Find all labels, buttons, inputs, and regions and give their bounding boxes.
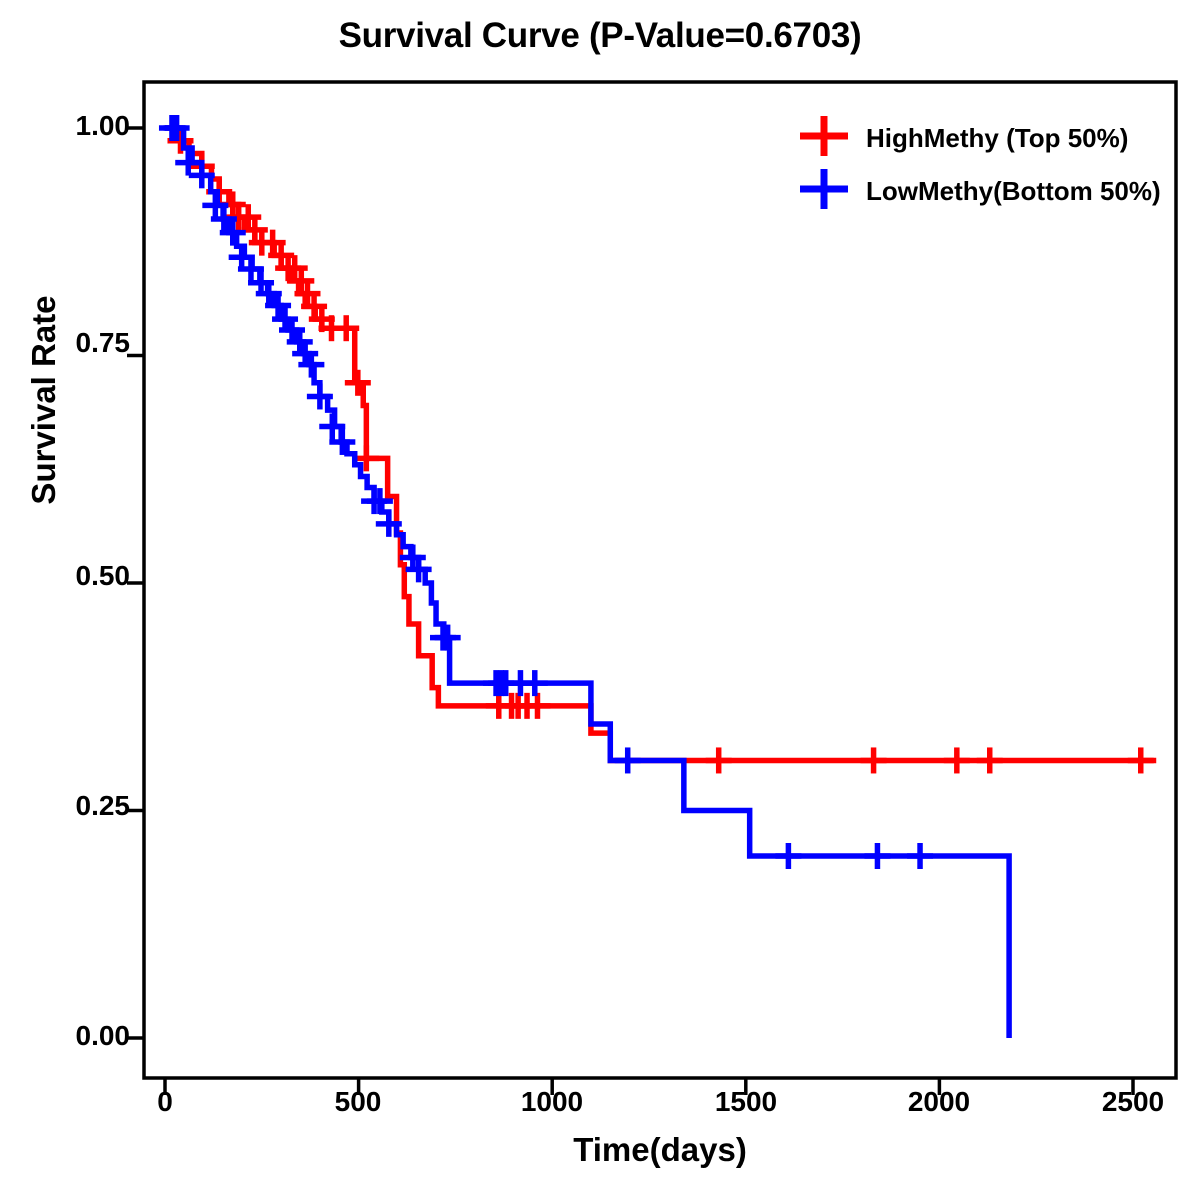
survival-step-line (165, 125, 1157, 764)
series-high-methy (165, 125, 1157, 774)
series-layer (158, 115, 1157, 1038)
y-tick-label-5: 0.00 (75, 1020, 131, 1051)
y-tick-label-3: 0.50 (75, 560, 131, 591)
censor-marks (158, 115, 934, 869)
legend-label-low-methy: LowMethy(Bottom 50%) (866, 176, 1161, 206)
censor-marks (167, 127, 1154, 774)
legend-marker-low-methy (800, 169, 848, 209)
x-axis-label: Time(days) (573, 1131, 747, 1168)
series-low-methy (158, 115, 1012, 1038)
legend-marker-high-methy (800, 116, 848, 156)
legend-marker-group (800, 116, 848, 209)
y-tick-label-4: 0.25 (75, 790, 131, 821)
plot-border (142, 80, 1178, 1080)
chart-title: Survival Curve (P-Value=0.6703) (338, 16, 862, 55)
x-tick-label-1: 0 (157, 1086, 173, 1117)
y-tick-label-1: 1.00 (75, 110, 131, 141)
axis-tick-marks (127, 126, 1135, 1095)
legend-label-high-methy: HighMethy (Top 50%) (866, 123, 1129, 153)
survival-step-line (165, 125, 1012, 1038)
y-tick-label-2: 0.75 (75, 327, 131, 358)
